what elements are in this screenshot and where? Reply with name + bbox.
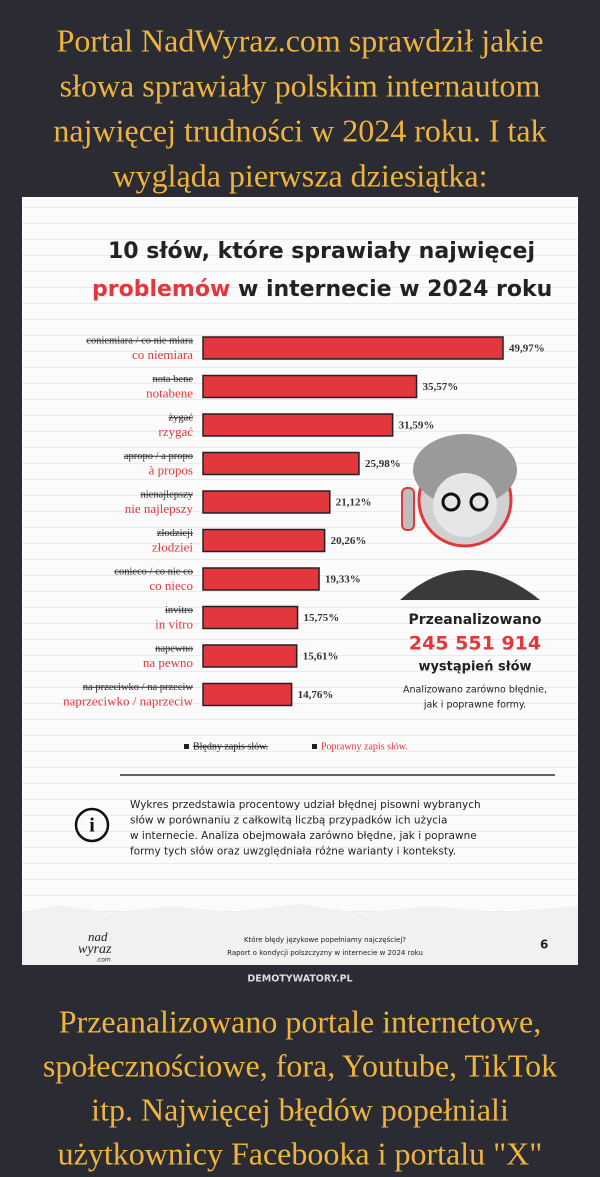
annotation: wystąpień słów: [418, 660, 531, 675]
value-label: 14,76%: [298, 689, 334, 701]
misspelling: coniemiara / co nie miara: [86, 335, 193, 346]
misspelling: żygać: [169, 412, 194, 423]
bar: [202, 567, 320, 591]
info-icon: [74, 807, 110, 843]
category-label: co nieco: [149, 578, 193, 593]
logo: nad: [88, 929, 108, 944]
header-line: wygląda pierwsza dziesiątka:: [113, 157, 488, 193]
category-label: nie najlepszy: [125, 501, 194, 516]
caption-line: itp. Najwięcej błędów popełniali: [91, 1091, 509, 1127]
legend-label: Błędny zapis słów.: [193, 741, 268, 752]
caption-line: użytkownicy Facebooka i portalu "X": [58, 1135, 543, 1171]
misspelling: apropo / a propo: [124, 451, 193, 462]
info-icon-glyph: i: [89, 815, 95, 837]
value-label: 49,97%: [509, 343, 545, 355]
misspelling: conieco / co nie co: [114, 566, 193, 577]
illustration: [400, 434, 540, 600]
watermark: DEMOTYWATORY.PL: [247, 974, 352, 985]
value-label: 19,33%: [325, 574, 361, 586]
value-label: 25,98%: [365, 458, 401, 470]
info-line: w internecie. Analiza obejmowała zarówno…: [130, 830, 477, 842]
misspelling: złodzieji: [157, 528, 193, 539]
misspelling: nienajlepszy: [141, 489, 194, 500]
legend-swatch: [312, 744, 317, 749]
bar: [202, 682, 293, 707]
annotation: Analizowano zarówno błędnie,: [403, 685, 547, 696]
misspelling: napewno: [155, 643, 193, 654]
header-line: najwięcej trudności w 2024 roku. I tak: [53, 112, 546, 148]
legend-label: Poprawny zapis słów.: [321, 741, 408, 752]
value-label: 21,12%: [336, 497, 372, 509]
value-label: 35,57%: [423, 381, 459, 393]
category-label: in vitro: [155, 616, 193, 631]
value-label: 31,59%: [399, 420, 435, 432]
chart-title: problemów w internecie w 2024 roku: [92, 277, 552, 302]
category-label: złodziei: [152, 539, 194, 554]
chart-title-highlight: problemów: [92, 277, 230, 302]
chart-title-rest: w internecie w 2024 roku: [238, 277, 552, 302]
header-line: słowa sprawiały polskim internautom: [60, 67, 541, 103]
legend-swatch: [184, 744, 189, 749]
bar: [202, 644, 298, 668]
bar: [202, 336, 504, 360]
footer-line: Które błędy językowe popełniamy najczęśc…: [244, 936, 406, 944]
misspelling: na przeciwko / na przeciw: [83, 682, 194, 693]
category-label: notabene: [146, 385, 193, 400]
misspelling: nota bene: [152, 374, 193, 385]
value-label: 15,61%: [303, 651, 339, 663]
category-label: naprzeciwko / naprzeciw: [63, 693, 194, 708]
category-label: rzygać: [158, 424, 193, 439]
caption-line: społecznościowe, fora, Youtube, TikTok: [43, 1047, 557, 1083]
page-number: 6: [540, 938, 548, 952]
info-line: formy tych słów oraz uwzględniała różne …: [130, 846, 456, 858]
value-label: 20,26%: [331, 535, 367, 547]
info-line: Wykres przedstawia procentowy udział błę…: [130, 799, 481, 811]
category-label: co niemiara: [132, 347, 193, 362]
category-label: na pewno: [143, 655, 193, 670]
info-line: słów w porównaniu z całkowitą liczbą prz…: [130, 815, 447, 827]
bar: [202, 374, 418, 399]
bar: [202, 413, 394, 437]
footer-line: Raport o kondycji polszczyzny w internec…: [227, 949, 423, 957]
chart-title: 10 słów, które sprawiały najwięcej: [108, 239, 535, 264]
footer-area: [22, 904, 578, 965]
bar: [202, 451, 360, 476]
logo: wyraz: [78, 942, 112, 957]
bar: [202, 605, 299, 630]
header-line: Portal NadWyraz.com sprawdził jakie: [57, 22, 544, 58]
annotation: Przeanalizowano: [409, 612, 542, 628]
bar: [202, 490, 331, 514]
caption-line: Przeanalizowano portale internetowe,: [59, 1003, 541, 1039]
annotation: jak i poprawne formy.: [423, 700, 526, 711]
logo: .com: [96, 957, 111, 964]
bar: [202, 528, 326, 553]
misspelling: invitro: [165, 605, 193, 616]
value-label: 15,75%: [304, 612, 340, 624]
annotation: 245 551 914: [409, 633, 541, 655]
category-label: à propos: [149, 462, 193, 477]
